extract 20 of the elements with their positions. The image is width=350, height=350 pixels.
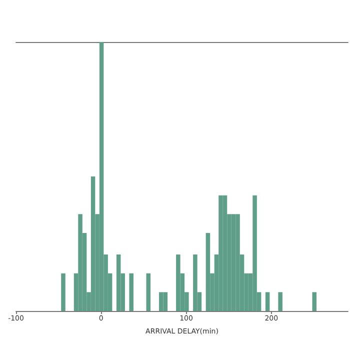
bar: [252, 195, 257, 311]
bar: [61, 273, 66, 311]
bar: [312, 292, 317, 311]
bar: [231, 214, 236, 311]
bar: [129, 273, 134, 311]
bar: [116, 254, 121, 311]
bar: [206, 232, 210, 311]
bar: [218, 195, 223, 311]
bar: [99, 42, 104, 311]
bar: [176, 254, 180, 311]
bar: [163, 292, 168, 311]
bar: [193, 254, 198, 311]
bar: [78, 214, 82, 311]
bar: [146, 273, 151, 311]
bar: [222, 195, 228, 311]
bar: [278, 292, 282, 311]
bar: [236, 214, 240, 311]
bar: [159, 292, 164, 311]
bar: [90, 176, 96, 311]
bar: [265, 292, 270, 311]
